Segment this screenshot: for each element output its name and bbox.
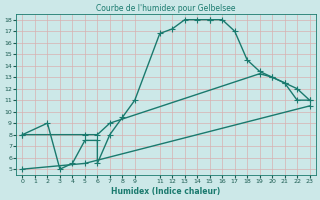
Title: Courbe de l'humidex pour Gelbelsee: Courbe de l'humidex pour Gelbelsee	[96, 4, 236, 13]
X-axis label: Humidex (Indice chaleur): Humidex (Indice chaleur)	[111, 187, 221, 196]
